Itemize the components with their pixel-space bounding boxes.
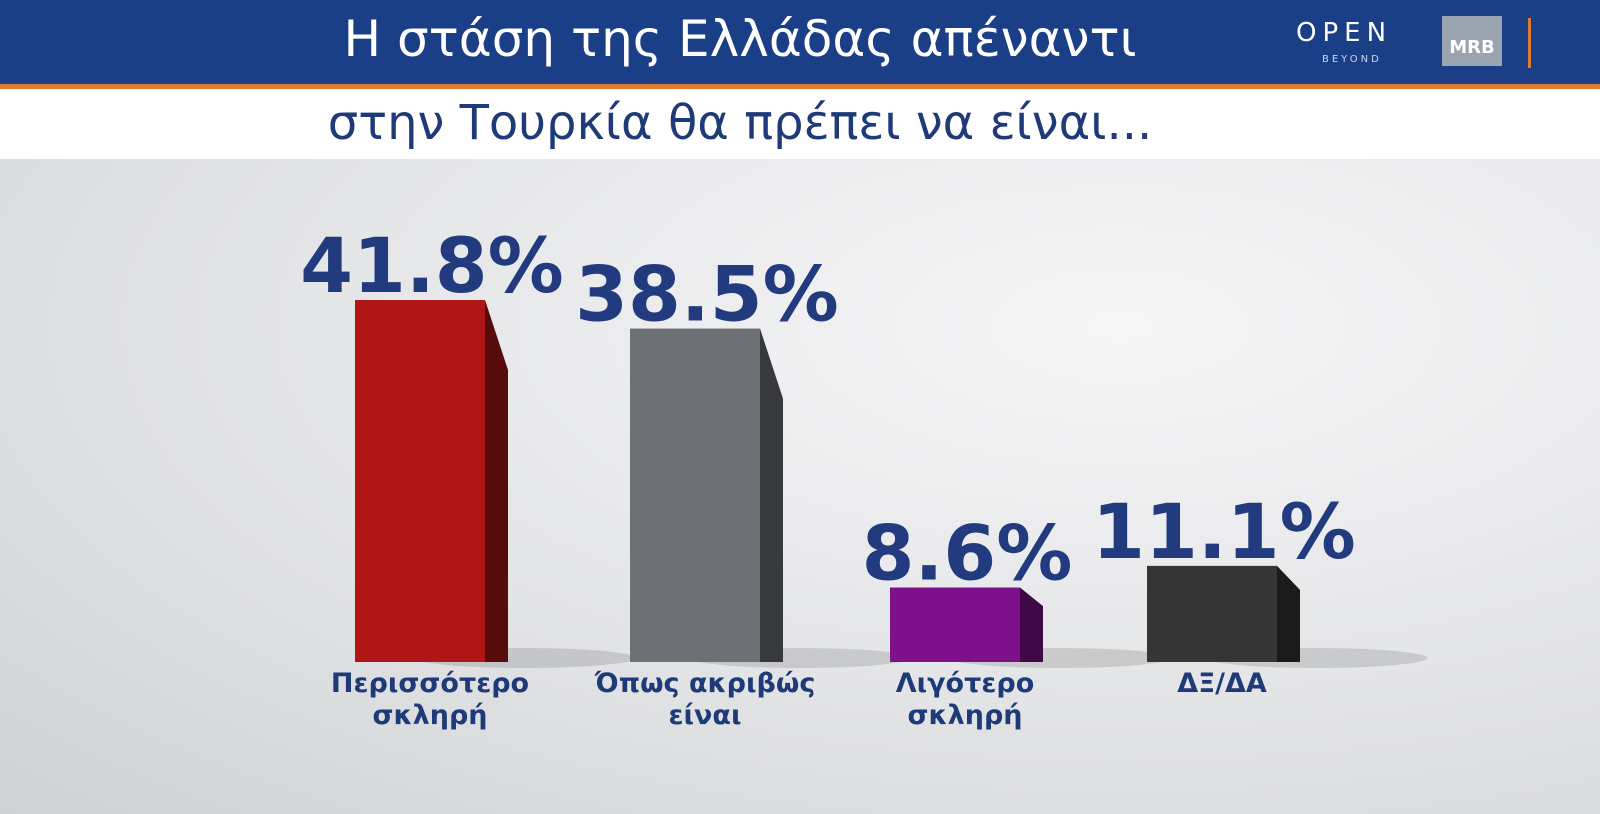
value-label: 41.8% bbox=[300, 221, 564, 310]
subtitle-band: στην Τουρκία θα πρέπει να είναι... bbox=[0, 89, 1600, 159]
bar-side bbox=[760, 328, 783, 662]
bar bbox=[1147, 565, 1277, 662]
category-label: ΔΞ/ΔΑ bbox=[1177, 668, 1267, 699]
value-label: 38.5% bbox=[575, 250, 839, 339]
separator bbox=[1528, 18, 1531, 68]
chart-title: Η στάση της Ελλάδας απέναντι bbox=[343, 10, 1137, 68]
bar-side bbox=[485, 300, 508, 662]
category-label: Περισσότερο σκληρή bbox=[330, 668, 530, 731]
logo-mrb: MRB bbox=[1442, 16, 1502, 66]
bar bbox=[890, 587, 1020, 662]
logo-beyond: BEYOND bbox=[1322, 54, 1382, 65]
value-label: 8.6% bbox=[862, 509, 1073, 598]
bar bbox=[355, 300, 485, 662]
category-label: Όπως ακριβώς είναι bbox=[594, 668, 816, 731]
header-band: Η στάση της Ελλάδας απέναντι OPEN BEYOND… bbox=[0, 0, 1600, 89]
bar-side bbox=[1020, 587, 1043, 662]
logo-open: OPEN bbox=[1296, 18, 1393, 48]
value-label: 11.1% bbox=[1092, 487, 1356, 576]
bar-side bbox=[1277, 565, 1300, 662]
bar bbox=[630, 328, 760, 662]
chart-subtitle: στην Τουρκία θα πρέπει να είναι... bbox=[327, 95, 1153, 151]
category-label: Λιγότερο σκληρή bbox=[895, 668, 1035, 731]
